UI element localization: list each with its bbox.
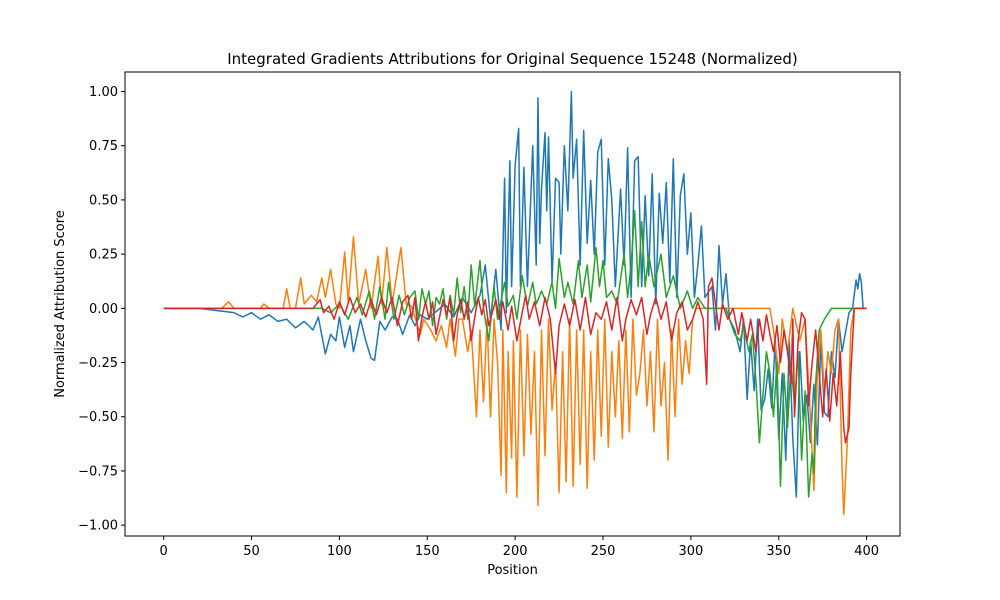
x-tick-label: 400 [854, 544, 879, 559]
series-line-3 [163, 210, 867, 498]
x-axis: 0 50 100 150 200 250 300 350 400 [160, 536, 879, 559]
x-tick-label: 200 [503, 544, 528, 559]
chart-title: Integrated Gradients Attributions for Or… [227, 50, 798, 68]
series-line-1 [163, 90, 864, 498]
x-tick-label: 300 [678, 544, 703, 559]
y-tick-label: 0.75 [89, 139, 118, 154]
plot-frame [124, 71, 901, 537]
series-line-4 [163, 277, 867, 444]
y-axis-label: Normalized Attribution Score [53, 210, 68, 398]
x-tick-label: 350 [766, 544, 791, 559]
y-tick-label: −0.50 [78, 410, 118, 425]
x-axis-label: Position [487, 563, 538, 578]
y-tick-label: −0.25 [78, 356, 118, 371]
x-tick-label: 50 [243, 544, 260, 559]
y-axis: −1.00 −0.75 −0.50 −0.25 0.00 0.25 0.50 0.75 1.00 [78, 85, 125, 534]
x-tick-label: 150 [415, 544, 440, 559]
y-tick-label: 0.25 [89, 248, 118, 263]
x-tick-label: 250 [591, 544, 616, 559]
series-line-2 [163, 236, 867, 516]
y-tick-label: 0.00 [89, 302, 118, 317]
y-tick-label: 1.00 [89, 85, 118, 100]
x-tick-label: 100 [327, 544, 352, 559]
series-layer [163, 90, 867, 516]
y-tick-label: 0.50 [89, 193, 118, 208]
y-tick-label: −1.00 [78, 519, 118, 534]
x-tick-label: 0 [160, 544, 168, 559]
y-tick-label: −0.75 [78, 464, 118, 479]
